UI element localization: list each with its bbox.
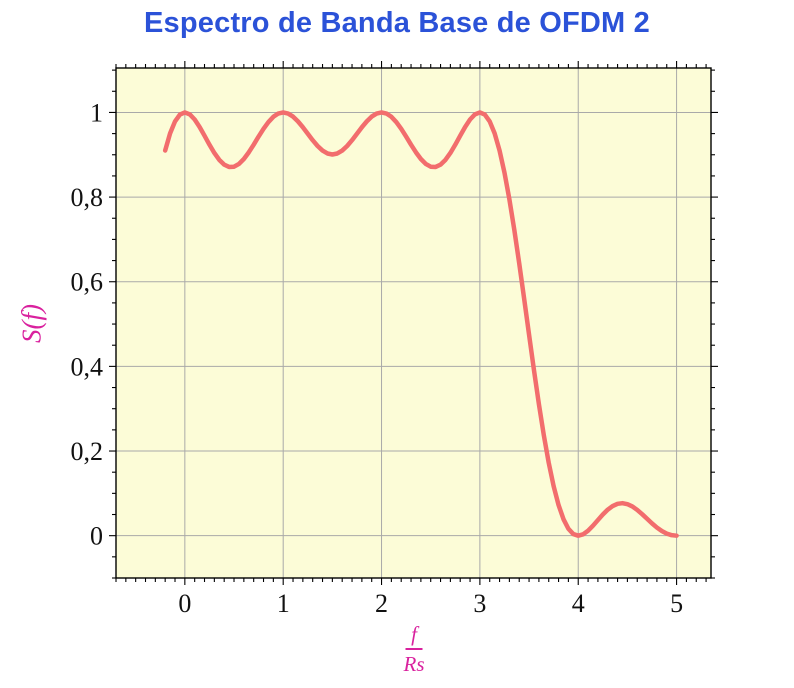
- spectrum-curve: [162, 110, 679, 538]
- y-tick-label: 0,6: [71, 268, 104, 297]
- y-tick-label: 0,4: [71, 352, 104, 381]
- x-axis-label: f Rs: [404, 623, 425, 675]
- x-axis-label-numerator: f: [405, 623, 423, 651]
- x-tick-label: 1: [277, 589, 290, 618]
- chart-title: Espectro de Banda Base de OFDM 2: [144, 7, 650, 39]
- axis-frame: [115, 67, 712, 579]
- x-axis-label-denominator: Rs: [403, 652, 425, 677]
- x-tick-label: 3: [473, 589, 486, 618]
- x-tick-label: 5: [670, 589, 683, 618]
- y-tick-label: 0,8: [71, 183, 104, 212]
- x-tick-label: 4: [572, 589, 585, 618]
- y-tick-label: 0,2: [71, 437, 104, 466]
- x-tick-label: 0: [178, 589, 191, 618]
- y-tick-label: 1: [90, 98, 103, 127]
- y-tick-label: 0: [90, 522, 103, 551]
- y-axis-label: S(f): [16, 304, 47, 343]
- x-tick-label: 2: [375, 589, 388, 618]
